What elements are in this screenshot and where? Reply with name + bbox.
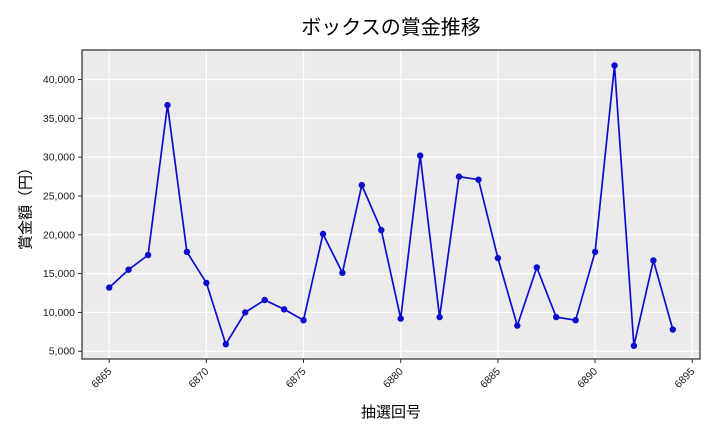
x-tick-label: 6885 <box>478 366 503 391</box>
data-point <box>669 326 676 333</box>
data-point <box>378 226 385 234</box>
data-point <box>650 257 657 264</box>
data-point <box>417 152 424 159</box>
data-point <box>611 62 618 69</box>
x-tick-label: 6880 <box>381 366 406 391</box>
data-point <box>553 313 560 321</box>
data-point <box>203 279 210 287</box>
data-point <box>125 266 132 273</box>
data-point <box>106 284 113 291</box>
y-tick-label: 20,000 <box>43 229 75 241</box>
y-tick-label: 15,000 <box>43 268 75 280</box>
data-point <box>358 181 365 189</box>
chart-title: ボックスの賞金推移 <box>301 17 481 39</box>
data-point <box>280 306 288 313</box>
y-tick-label: 5,000 <box>49 346 75 358</box>
data-point <box>339 269 346 276</box>
data-point <box>494 254 502 262</box>
data-point <box>591 248 599 256</box>
y-tick-label: 30,000 <box>43 152 75 164</box>
data-point <box>455 173 463 180</box>
data-point <box>164 101 171 109</box>
data-point <box>242 309 249 316</box>
y-tick-label: 25,000 <box>43 190 75 202</box>
plot-area <box>82 50 700 359</box>
x-tick-label: 6870 <box>186 366 211 391</box>
y-tick-label: 10,000 <box>43 307 75 319</box>
data-point <box>144 251 152 259</box>
data-point <box>319 230 327 238</box>
y-axis-label: 賞金額（円） <box>17 159 35 251</box>
x-tick-label: 6875 <box>284 366 309 391</box>
x-tick-label: 6895 <box>672 366 697 391</box>
data-point <box>630 342 638 349</box>
x-tick-label: 6865 <box>89 366 114 391</box>
data-point <box>300 317 307 324</box>
data-point <box>475 176 482 183</box>
data-point <box>514 322 521 329</box>
data-point <box>397 315 404 322</box>
data-point <box>261 296 268 304</box>
series-line <box>108 64 674 347</box>
data-point <box>533 264 540 271</box>
data-point <box>572 317 579 324</box>
data-point <box>183 248 191 256</box>
y-tick-label: 40,000 <box>43 74 75 86</box>
x-tick-label: 6890 <box>575 366 600 391</box>
x-axis-label: 抽選回号 <box>360 404 421 421</box>
data-point <box>436 313 443 321</box>
y-tick-label: 35,000 <box>43 113 75 125</box>
plot-border <box>81 49 701 360</box>
data-point <box>222 341 229 348</box>
